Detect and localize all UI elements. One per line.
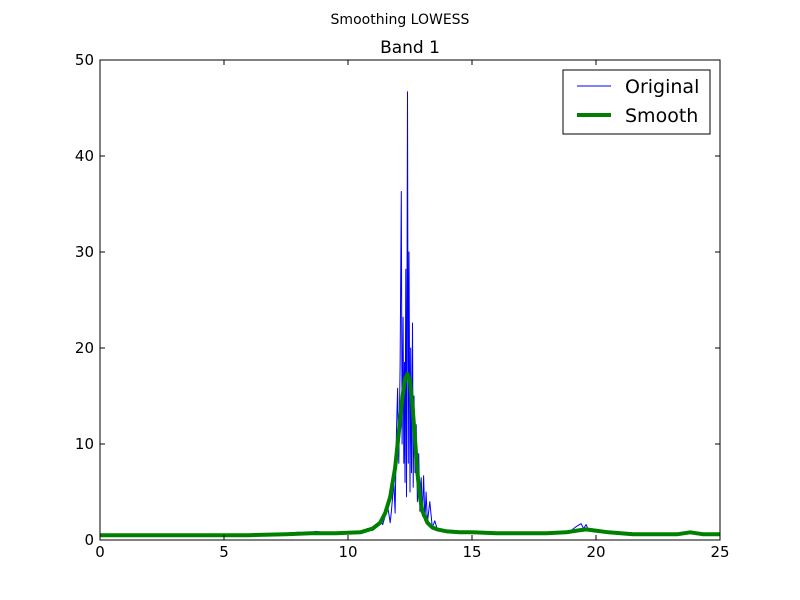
x-tick-label: 15 [462, 543, 481, 561]
axes-frame [99, 59, 721, 541]
series-layer [100, 91, 721, 538]
x-tick-label: 5 [219, 543, 229, 561]
y-tick-label: 50 [75, 51, 94, 69]
y-tick-label: 30 [75, 243, 94, 261]
y-tick-label: 20 [75, 339, 94, 357]
x-tick-label: 0 [95, 543, 105, 561]
x-tick-label: 25 [710, 543, 729, 561]
legend: Original Smooth [562, 69, 711, 135]
y-tick-label: 0 [84, 531, 94, 549]
y-tick-label: 40 [75, 147, 94, 165]
legend-label-smooth: Smooth [625, 105, 698, 127]
chart-title: Band 1 [380, 38, 440, 58]
tick-layer: 0 5 10 15 20 25 0 10 20 30 40 50 [75, 51, 730, 561]
plot-area: 0 5 10 15 20 25 0 10 20 30 40 50 [75, 51, 730, 561]
legend-label-original: Original [625, 76, 699, 98]
legend-box [562, 69, 711, 135]
figure-suptitle: Smoothing LOWESS [331, 12, 470, 28]
series-line-smooth [100, 371, 720, 538]
y-tick-label: 10 [75, 435, 94, 453]
x-tick-label: 10 [338, 543, 357, 561]
x-tick-label: 20 [586, 543, 605, 561]
